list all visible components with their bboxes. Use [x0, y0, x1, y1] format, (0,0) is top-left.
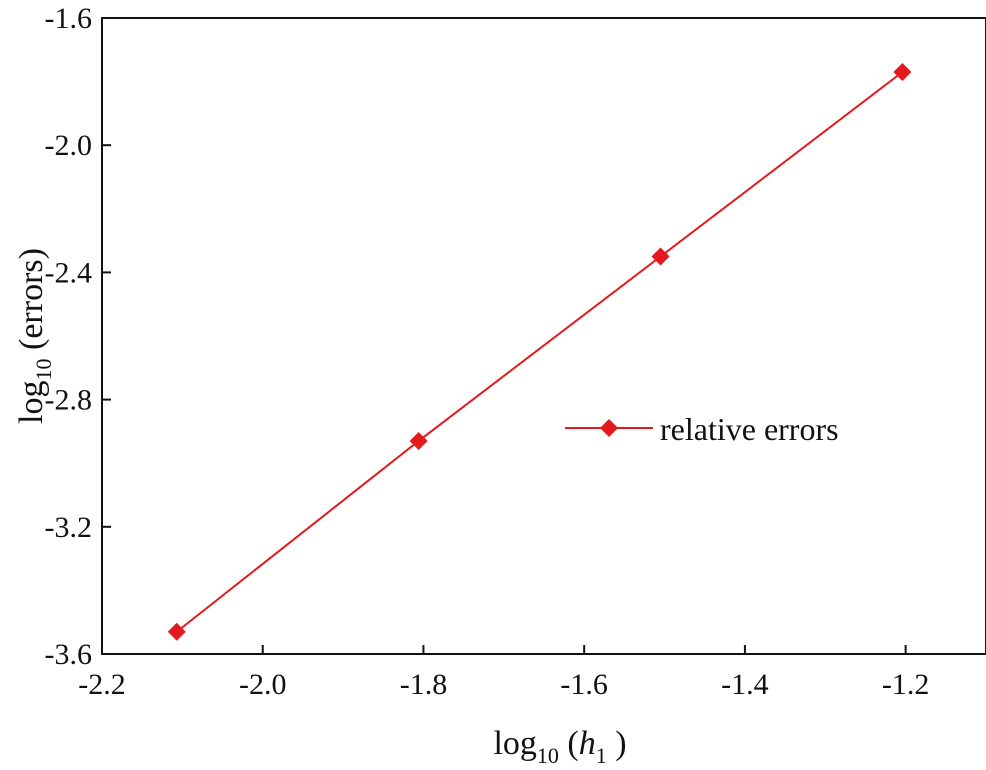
x-axis-title-sub: 10 [537, 743, 559, 768]
y-tick-label: -2.0 [45, 129, 93, 162]
plot-frame [101, 17, 986, 655]
x-axis-title-var: h [579, 725, 596, 762]
y-tick-label: -2.4 [45, 256, 93, 289]
x-tick-label: -2.0 [239, 668, 287, 701]
x-axis-title-var-sub: 1 [596, 743, 607, 768]
series-layer [167, 63, 912, 641]
y-tick-label: -3.2 [45, 511, 93, 544]
x-tick-label: -2.2 [78, 668, 126, 701]
y-axis-title-base: log [13, 380, 50, 423]
y-axis-title-sub: 10 [31, 358, 56, 380]
legend: relative errors [565, 411, 839, 447]
x-tick-label: -1.6 [560, 668, 608, 701]
x-tick-label: -1.2 [882, 668, 930, 701]
data-point [893, 63, 912, 82]
legend-marker [600, 419, 618, 437]
y-axis-title-rest: (errors) [13, 248, 50, 358]
ticks-layer [101, 17, 907, 655]
y-tick-label: -2.8 [45, 384, 93, 417]
legend-label: relative errors [660, 411, 839, 447]
data-point [167, 622, 186, 641]
x-tick-label: -1.4 [721, 668, 769, 701]
y-tick-label: -3.6 [45, 638, 93, 671]
series-line [176, 71, 904, 633]
y-tick-label: -1.6 [45, 2, 93, 35]
x-tick-label: -1.8 [400, 668, 448, 701]
x-axis-title-close: ) [607, 725, 627, 762]
labels-layer: -2.2 -2.0 -1.8 -1.6 -1.4 -1.2 -3.6 -3.2 -2.8 -2.4… [45, 2, 930, 701]
y-axis-title: log10 (errors) [13, 248, 56, 424]
data-point [409, 431, 428, 450]
x-axis-title-open: ( [559, 725, 579, 762]
data-point [651, 247, 670, 266]
x-axis-title-base: log [493, 725, 536, 762]
x-axis-title: log10 (h1 ) [493, 725, 626, 768]
